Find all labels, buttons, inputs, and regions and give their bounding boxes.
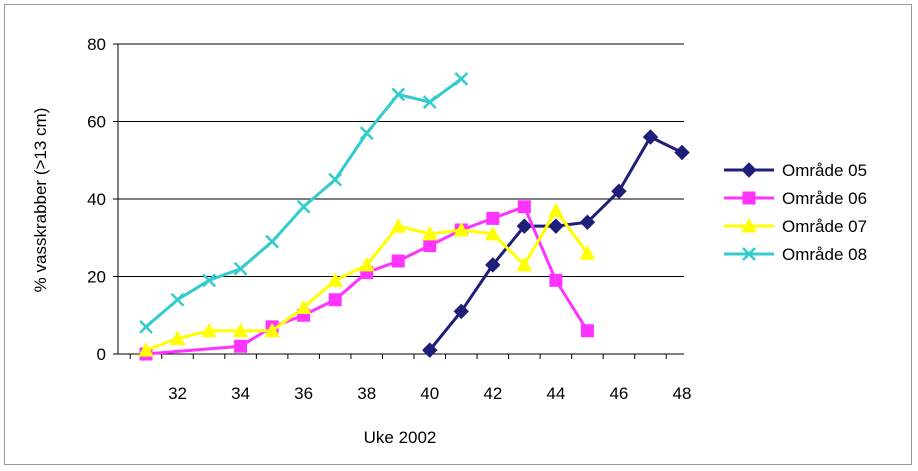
legend-label-2: Område 06 xyxy=(782,189,867,208)
data-point-s4-6-b xyxy=(296,199,311,214)
data-point-s4-7-b xyxy=(328,172,343,187)
y-tick-label: 0 xyxy=(97,345,106,364)
data-point-s3-7 xyxy=(327,272,344,287)
data-point-s4-1-b xyxy=(139,319,153,334)
data-point-s1-3 xyxy=(485,257,501,273)
legend-label-1: Område 05 xyxy=(782,161,867,180)
legend-label-3: Område 07 xyxy=(782,217,867,236)
data-point-s3-2 xyxy=(169,330,186,345)
data-point-s3-6 xyxy=(295,299,312,314)
data-point-s2-11 xyxy=(517,200,531,214)
data-point-s4-4-b xyxy=(233,261,248,276)
data-point-s3-4 xyxy=(232,322,249,338)
data-point-s4-11-b xyxy=(454,71,469,86)
y-tick-label: 80 xyxy=(87,35,106,54)
x-tick-label: 34 xyxy=(231,384,250,403)
data-point-s3-11 xyxy=(453,221,470,237)
data-point-s2-10 xyxy=(486,211,500,225)
legend-marker-3 xyxy=(741,217,757,233)
data-point-s1-7 xyxy=(611,183,627,199)
data-point-s2-13 xyxy=(580,324,594,338)
data-point-s4-3-b xyxy=(202,273,216,288)
x-tick-label: 36 xyxy=(294,384,313,403)
data-point-s1-1 xyxy=(422,342,438,358)
data-point-s1-8 xyxy=(642,129,659,145)
data-point-s3-3 xyxy=(201,322,217,338)
data-point-s3-9 xyxy=(390,218,407,233)
data-point-s3-8 xyxy=(358,256,375,272)
data-point-s3-14 xyxy=(548,202,564,218)
data-point-s3-5 xyxy=(264,322,280,338)
data-point-s4-2-b xyxy=(170,292,185,307)
data-point-s2-7 xyxy=(391,254,405,268)
data-point-s3-15 xyxy=(579,245,596,260)
series-line-4 xyxy=(145,77,463,329)
legend-marker-2 xyxy=(742,191,756,205)
x-tick-label: 38 xyxy=(357,384,376,403)
y-tick-label: 20 xyxy=(87,268,106,287)
y-tick-label: 40 xyxy=(87,190,106,209)
x-tick-label: 42 xyxy=(483,384,502,403)
x-tick-label: 46 xyxy=(609,384,628,403)
x-tick-label: 44 xyxy=(546,384,565,403)
data-point-s4-9-b xyxy=(391,87,406,102)
data-point-s4-8-b xyxy=(359,126,374,141)
x-tick-label: 48 xyxy=(673,384,692,403)
data-point-s1-5 xyxy=(548,218,564,234)
y-axis-title: % vasskrabber (>13 cm) xyxy=(31,108,50,293)
data-point-s3-13 xyxy=(516,256,533,272)
x-tick-label: 32 xyxy=(168,384,187,403)
data-point-s4-10-b xyxy=(422,95,437,110)
data-point-s1-6 xyxy=(579,214,596,230)
legend-label-4: Område 08 xyxy=(782,245,867,264)
data-point-s2-12 xyxy=(549,273,563,287)
y-tick-label: 60 xyxy=(87,113,106,132)
series-line-1 xyxy=(428,135,683,352)
data-point-s2-8 xyxy=(423,239,437,252)
data-point-s3-12 xyxy=(484,225,501,241)
data-point-s1-9 xyxy=(674,144,690,161)
x-tick-label: 40 xyxy=(420,384,439,403)
data-point-s1-2 xyxy=(453,303,470,320)
legend-marker-4-b xyxy=(742,247,756,261)
legend-marker-1 xyxy=(741,162,757,178)
data-point-s1-4 xyxy=(516,218,533,234)
data-point-s4-5-b xyxy=(265,234,280,249)
data-point-s3-1 xyxy=(138,342,154,357)
x-axis-title: Uke 2002 xyxy=(364,428,437,447)
data-point-s3-10 xyxy=(421,225,438,241)
data-point-s2-5 xyxy=(328,293,342,307)
data-point-s2-2 xyxy=(234,339,248,353)
